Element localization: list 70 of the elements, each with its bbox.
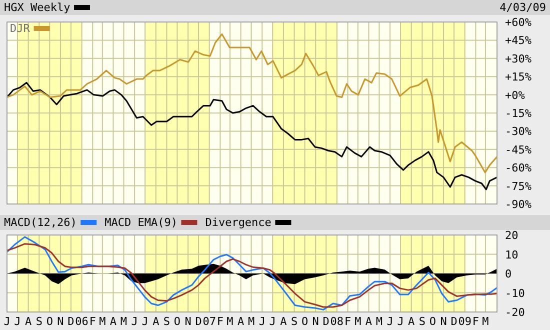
y-tick-label: +45%	[505, 34, 532, 48]
x-tick-label: M	[99, 315, 106, 328]
y-tick-label: -10	[505, 286, 525, 300]
x-tick-label: 07	[202, 315, 216, 328]
x-tick-label: N	[57, 315, 64, 328]
y-tick-label: -15%	[505, 107, 532, 120]
y-tick-label: -75%	[505, 180, 532, 193]
x-tick-label: 06	[75, 315, 88, 328]
text: 4/03/09	[500, 1, 546, 14]
x-tick-label: N	[312, 315, 319, 328]
y-tick-label: +0%	[505, 88, 526, 102]
x-tick-label: J	[14, 315, 21, 328]
y-tick-label: -30%	[505, 125, 532, 138]
x-tick-label: J	[397, 315, 404, 328]
x-tick-label: M	[226, 315, 234, 328]
x-tick-label: S	[290, 315, 298, 328]
x-tick-label: J	[142, 315, 148, 328]
line-series	[7, 33, 497, 174]
x-tick-label: N	[440, 315, 447, 328]
x-tick-label: O	[429, 315, 436, 328]
x-tick-label: J	[269, 315, 276, 328]
x-tick-label: 09	[458, 315, 472, 328]
x-tick-label: O	[46, 315, 53, 328]
x-tick-label: F	[344, 315, 352, 328]
x-tick-label: D	[450, 315, 458, 328]
y-tick-label: 10	[505, 248, 518, 262]
line-series	[7, 82, 497, 190]
x-tick-label: A	[408, 315, 416, 328]
x-tick-label: S	[36, 315, 42, 328]
y-tick-label: 0	[505, 268, 512, 280]
x-tick-label: A	[280, 315, 288, 328]
x-tick-label: D	[195, 315, 202, 328]
x-tick-label: M	[120, 315, 128, 328]
y-tick-label: -20	[505, 306, 525, 319]
y-tick-label: -90%	[505, 198, 532, 211]
x-tick-label: S	[163, 315, 170, 328]
x-tick-label: N	[184, 315, 192, 328]
x-tick-label: F	[89, 315, 96, 328]
x-tick-label: O	[174, 315, 181, 328]
x-tick-label: A	[110, 315, 117, 328]
x-tick-label: O	[301, 315, 308, 328]
x-tick-label: J	[386, 315, 394, 328]
x-tick-label: D	[322, 315, 330, 328]
x-tick-label: A	[152, 315, 160, 328]
y-tick-label: -45%	[505, 143, 532, 156]
x-tick-label: 08	[330, 315, 344, 328]
x-tick-label: J	[4, 315, 10, 328]
y-tick-label: 20	[505, 229, 518, 242]
x-tick-label: A	[238, 315, 245, 328]
x-tick-label: M	[354, 315, 362, 328]
legend-label: DJR	[10, 22, 30, 35]
x-tick-label: F	[472, 315, 479, 328]
x-tick-label: M	[376, 315, 383, 328]
x-tick-label: J	[131, 315, 138, 328]
x-tick-label: M	[248, 315, 255, 328]
x-tick-label: S	[418, 315, 426, 328]
legend-label: MACD EMA(9)	[104, 216, 178, 229]
x-tick-label: D	[68, 315, 74, 328]
legend-label: HGX Weekly	[4, 1, 71, 14]
x-tick-label: F	[216, 315, 224, 328]
legend-label: MACD(12,26)	[4, 216, 77, 229]
x-tick-label: A	[25, 315, 32, 328]
y-tick-label: +60%	[505, 16, 532, 29]
y-tick-label: +30%	[505, 52, 532, 66]
legend-label: Divergence	[205, 216, 272, 229]
x-tick-label: M	[482, 315, 490, 328]
x-tick-label: A	[365, 315, 372, 328]
y-tick-label: +15%	[505, 70, 532, 84]
y-tick-label: -60%	[505, 162, 532, 175]
x-tick-label: J	[258, 315, 266, 328]
